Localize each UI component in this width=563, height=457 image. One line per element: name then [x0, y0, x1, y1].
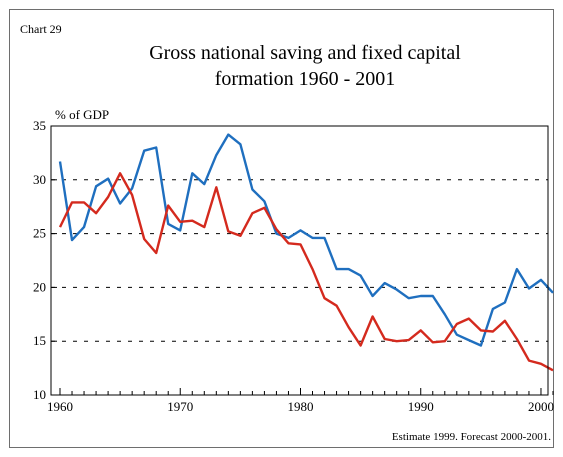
plot-area-border [50, 125, 549, 396]
x-tick-label: 2000 [528, 399, 554, 414]
axis-tick-labels: 10 15 20 25 30 35 1960 1970 1980 1990 2000 [33, 118, 554, 414]
chart-title-line-2: formation 1960 - 2001 [214, 68, 396, 90]
x-tick-label: 1990 [408, 399, 434, 414]
y-tick-label: 10 [33, 387, 46, 402]
y-tick-label: 15 [33, 333, 46, 348]
x-tick-label: 1980 [287, 399, 313, 414]
y-axis-label: % of GDP [55, 107, 110, 122]
series-line-2 [58, 172, 554, 372]
axis-ticks [51, 125, 554, 396]
footnote: Estimate 1999. Forecast 2000-2001. [391, 431, 551, 443]
chart-frame [9, 9, 554, 448]
y-tick-label: 20 [33, 279, 46, 294]
x-tick-label: 1960 [47, 399, 73, 414]
y-tick-label: 25 [33, 226, 46, 241]
x-tick-label: 1970 [167, 399, 193, 414]
chart-number-label: Chart 29 [20, 22, 62, 36]
y-tick-label: 30 [33, 172, 46, 187]
series-line-1 [58, 133, 554, 347]
chart-title-line-1: Gross national saving and fixed capital [149, 42, 461, 64]
gridlines [51, 179, 548, 342]
y-tick-label: 35 [33, 118, 46, 133]
series-lines [58, 133, 554, 372]
